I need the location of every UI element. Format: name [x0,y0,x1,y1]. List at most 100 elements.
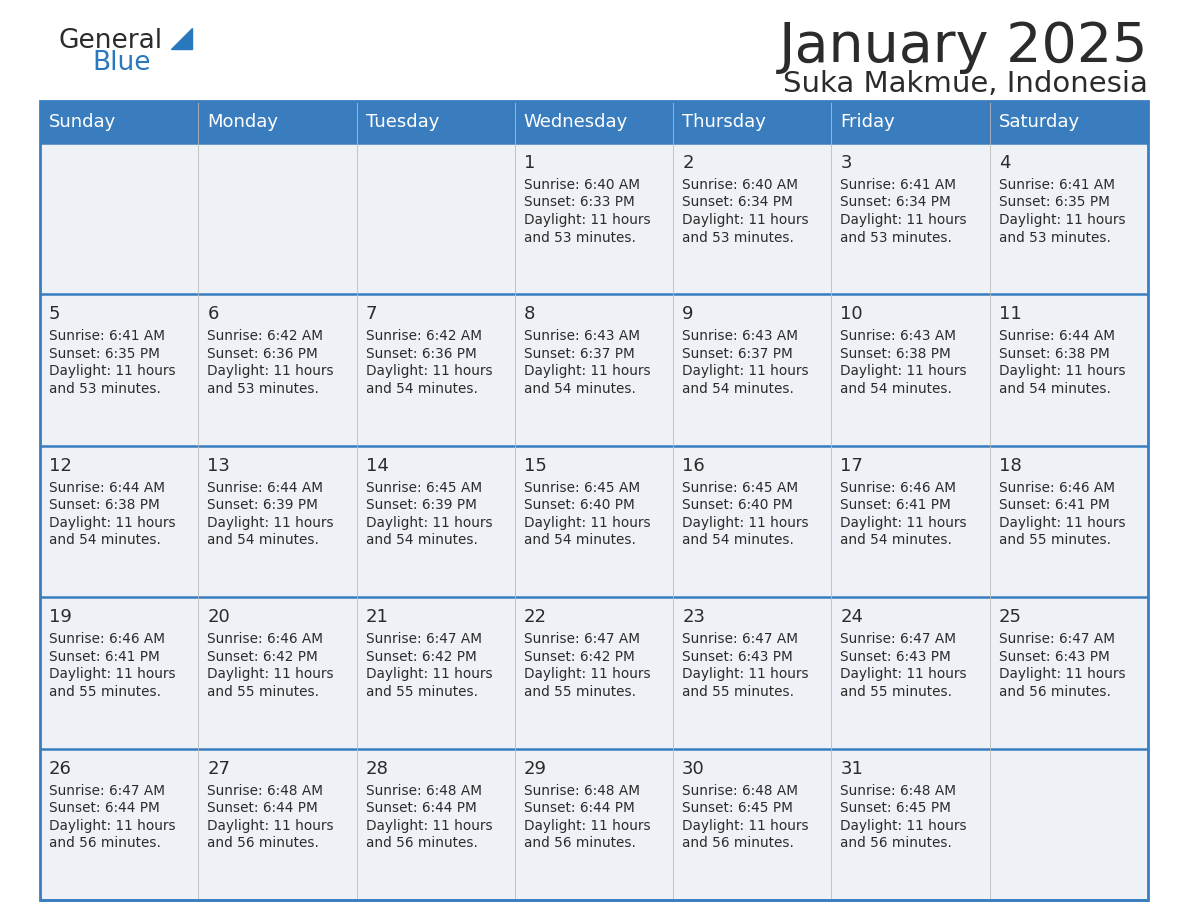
Text: Blue: Blue [91,50,151,76]
Text: Sunset: 6:38 PM: Sunset: 6:38 PM [999,347,1110,361]
Text: Sunset: 6:44 PM: Sunset: 6:44 PM [207,801,318,815]
Text: Sunset: 6:42 PM: Sunset: 6:42 PM [207,650,318,664]
Text: and 53 minutes.: and 53 minutes. [682,230,794,244]
Text: 1: 1 [524,154,536,172]
Text: and 55 minutes.: and 55 minutes. [840,685,953,699]
Text: Sunset: 6:33 PM: Sunset: 6:33 PM [524,196,634,209]
Text: Sunrise: 6:45 AM: Sunrise: 6:45 AM [524,481,640,495]
Text: and 56 minutes.: and 56 minutes. [524,836,636,850]
Text: Sunset: 6:41 PM: Sunset: 6:41 PM [49,650,159,664]
Text: Daylight: 11 hours: Daylight: 11 hours [524,364,651,378]
Text: Friday: Friday [840,113,896,131]
Text: Sunset: 6:38 PM: Sunset: 6:38 PM [49,498,159,512]
Text: Daylight: 11 hours: Daylight: 11 hours [682,819,809,833]
Text: and 54 minutes.: and 54 minutes. [49,533,160,547]
Text: Sunrise: 6:43 AM: Sunrise: 6:43 AM [682,330,798,343]
Text: and 54 minutes.: and 54 minutes. [524,533,636,547]
Text: Daylight: 11 hours: Daylight: 11 hours [524,819,651,833]
Text: Daylight: 11 hours: Daylight: 11 hours [207,667,334,681]
Text: Daylight: 11 hours: Daylight: 11 hours [49,819,176,833]
Text: 18: 18 [999,457,1022,475]
Text: 19: 19 [49,609,72,626]
Text: and 53 minutes.: and 53 minutes. [49,382,160,396]
Text: Sunrise: 6:48 AM: Sunrise: 6:48 AM [207,784,323,798]
Text: and 55 minutes.: and 55 minutes. [207,685,320,699]
Text: Tuesday: Tuesday [366,113,438,131]
Text: Daylight: 11 hours: Daylight: 11 hours [49,516,176,530]
Text: Sunset: 6:43 PM: Sunset: 6:43 PM [840,650,952,664]
Text: Sunset: 6:34 PM: Sunset: 6:34 PM [840,196,952,209]
Text: Sunrise: 6:47 AM: Sunrise: 6:47 AM [840,633,956,646]
Text: and 56 minutes.: and 56 minutes. [999,685,1111,699]
Polygon shape [171,28,192,49]
Text: Daylight: 11 hours: Daylight: 11 hours [366,364,492,378]
Bar [40,101,1148,900]
Text: Sunset: 6:36 PM: Sunset: 6:36 PM [366,347,476,361]
Text: Daylight: 11 hours: Daylight: 11 hours [682,213,809,227]
Text: Sunrise: 6:46 AM: Sunrise: 6:46 AM [840,481,956,495]
Text: Daylight: 11 hours: Daylight: 11 hours [682,364,809,378]
Text: and 53 minutes.: and 53 minutes. [999,230,1111,244]
Text: Sunrise: 6:40 AM: Sunrise: 6:40 AM [524,178,640,192]
Text: January 2025: January 2025 [778,20,1148,74]
Text: Sunrise: 6:47 AM: Sunrise: 6:47 AM [366,633,481,646]
Text: Daylight: 11 hours: Daylight: 11 hours [999,213,1125,227]
Text: and 56 minutes.: and 56 minutes. [840,836,953,850]
Bar [198,101,356,143]
Text: 28: 28 [366,759,388,778]
Text: and 56 minutes.: and 56 minutes. [682,836,794,850]
Text: Sunrise: 6:43 AM: Sunrise: 6:43 AM [840,330,956,343]
Text: Daylight: 11 hours: Daylight: 11 hours [524,213,651,227]
Text: Sunset: 6:45 PM: Sunset: 6:45 PM [682,801,794,815]
Text: Daylight: 11 hours: Daylight: 11 hours [840,819,967,833]
Text: 30: 30 [682,759,704,778]
Text: and 54 minutes.: and 54 minutes. [682,533,794,547]
Text: Sunset: 6:42 PM: Sunset: 6:42 PM [366,650,476,664]
Text: Daylight: 11 hours: Daylight: 11 hours [49,667,176,681]
Text: Daylight: 11 hours: Daylight: 11 hours [366,819,492,833]
Text: and 53 minutes.: and 53 minutes. [840,230,953,244]
Bar [514,101,674,143]
Text: 8: 8 [524,306,536,323]
Text: Wednesday: Wednesday [524,113,628,131]
Text: 6: 6 [207,306,219,323]
Text: and 55 minutes.: and 55 minutes. [524,685,636,699]
Text: and 55 minutes.: and 55 minutes. [49,685,162,699]
Text: 24: 24 [840,609,864,626]
Text: Sunrise: 6:44 AM: Sunrise: 6:44 AM [49,481,165,495]
Text: Sunrise: 6:41 AM: Sunrise: 6:41 AM [999,178,1114,192]
Text: Daylight: 11 hours: Daylight: 11 hours [840,667,967,681]
Text: and 56 minutes.: and 56 minutes. [207,836,320,850]
Text: Daylight: 11 hours: Daylight: 11 hours [999,667,1125,681]
Text: Sunset: 6:35 PM: Sunset: 6:35 PM [999,196,1110,209]
Text: Sunrise: 6:42 AM: Sunrise: 6:42 AM [366,330,481,343]
Text: Sunrise: 6:42 AM: Sunrise: 6:42 AM [207,330,323,343]
Text: and 55 minutes.: and 55 minutes. [999,533,1111,547]
Text: Sunrise: 6:40 AM: Sunrise: 6:40 AM [682,178,798,192]
Text: Sunrise: 6:44 AM: Sunrise: 6:44 AM [999,330,1114,343]
Text: Daylight: 11 hours: Daylight: 11 hours [840,364,967,378]
Text: Thursday: Thursday [682,113,766,131]
Text: Sunset: 6:40 PM: Sunset: 6:40 PM [682,498,792,512]
Text: 9: 9 [682,306,694,323]
Text: Daylight: 11 hours: Daylight: 11 hours [207,819,334,833]
Text: Sunset: 6:41 PM: Sunset: 6:41 PM [999,498,1110,512]
Text: Daylight: 11 hours: Daylight: 11 hours [682,667,809,681]
Text: Daylight: 11 hours: Daylight: 11 hours [366,516,492,530]
Text: and 54 minutes.: and 54 minutes. [840,533,953,547]
Text: Sunset: 6:39 PM: Sunset: 6:39 PM [207,498,318,512]
Text: Sunset: 6:38 PM: Sunset: 6:38 PM [840,347,952,361]
Text: Sunset: 6:37 PM: Sunset: 6:37 PM [524,347,634,361]
Text: and 54 minutes.: and 54 minutes. [366,533,478,547]
Text: Sunset: 6:37 PM: Sunset: 6:37 PM [682,347,792,361]
Text: Daylight: 11 hours: Daylight: 11 hours [840,213,967,227]
Bar [40,295,1148,446]
Text: Monday: Monday [207,113,278,131]
Bar [40,143,1148,295]
Text: Sunset: 6:44 PM: Sunset: 6:44 PM [49,801,159,815]
Bar [832,101,990,143]
Text: and 54 minutes.: and 54 minutes. [999,382,1111,396]
Text: Daylight: 11 hours: Daylight: 11 hours [49,364,176,378]
Text: 23: 23 [682,609,706,626]
Text: Sunset: 6:44 PM: Sunset: 6:44 PM [524,801,634,815]
